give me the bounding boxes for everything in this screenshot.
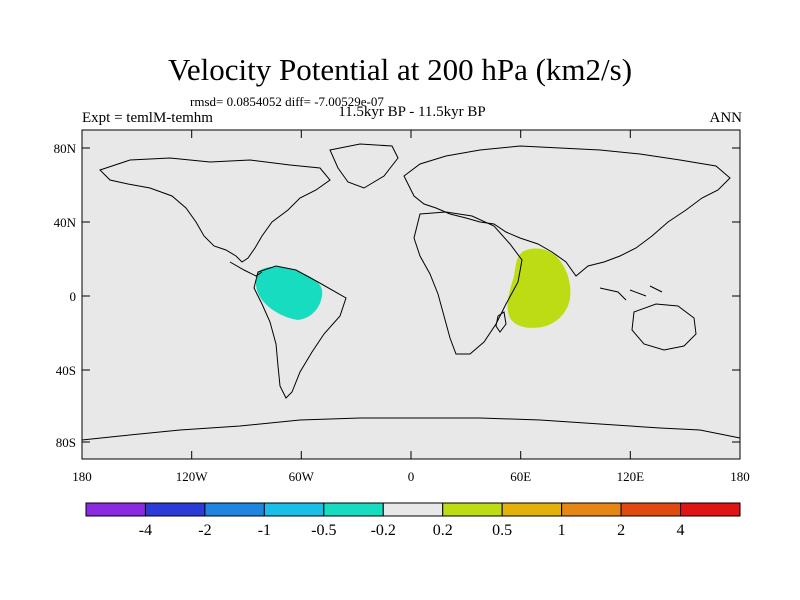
colorbar-label: 0.5 <box>492 522 512 539</box>
colorbar-label: 2 <box>617 522 625 539</box>
colorbar-cell <box>263 502 325 517</box>
longitude-axis: 180 120W 60W 0 60E 120E 180 <box>72 130 750 484</box>
colorbar-label: 1 <box>558 522 566 539</box>
indian-ocean-positive-anomaly <box>507 248 571 328</box>
subtitle: 11.5kyr BP - 11.5kyr BP <box>338 104 486 120</box>
colorbar-cell <box>442 502 503 517</box>
colorbar-label: -0.2 <box>371 522 396 539</box>
colorbar-label: 4 <box>677 522 685 539</box>
map-background <box>82 130 740 459</box>
colorbar-cell <box>680 502 741 517</box>
colorbar-label: -1 <box>258 522 271 539</box>
season-label: ANN <box>709 110 743 126</box>
colorbar-cell <box>204 502 265 517</box>
colorbar-cell <box>561 502 622 517</box>
coastlines <box>81 143 741 441</box>
colorbar-cell <box>382 502 444 517</box>
colorbar-label: -0.5 <box>311 522 336 539</box>
lat-tick-label: 80S <box>56 435 76 450</box>
lat-tick-label: 40N <box>54 215 77 230</box>
lon-tick-label: 60W <box>289 469 315 484</box>
colorbar-cell <box>501 502 563 517</box>
amazon-negative-anomaly <box>255 266 323 320</box>
colorbar: -4 -2 -1 -0.5 -0.2 0.2 0.5 1 2 4 <box>85 502 741 539</box>
lat-tick-label: 80N <box>54 141 77 156</box>
experiment-label: Expt = temlM-temhm <box>82 110 213 126</box>
page-title: Velocity Potential at 200 hPa (km2/s) <box>167 52 633 87</box>
colorbar-cell <box>620 502 682 517</box>
colorbar-label: -4 <box>139 522 152 539</box>
colorbar-label: 0.2 <box>433 522 453 539</box>
colorbar-cell <box>144 502 206 517</box>
lon-tick-label: 120W <box>176 469 209 484</box>
lat-tick-label: 0 <box>70 289 77 304</box>
colorbar-label: -2 <box>198 522 211 539</box>
lon-tick-label: 180 <box>730 469 750 484</box>
lon-tick-label: 180 <box>72 469 92 484</box>
lon-tick-label: 0 <box>408 469 415 484</box>
colorbar-cell <box>85 502 146 517</box>
colorbar-cell <box>323 502 384 517</box>
latitude-axis: 80N 40N 0 40S 80S <box>54 141 740 450</box>
stats-text: rmsd= 0.0854052 diff= -7.00529e-07 <box>190 94 384 109</box>
lat-tick-label: 40S <box>56 363 76 378</box>
lon-tick-label: 60E <box>510 469 531 484</box>
lon-tick-label: 120E <box>617 469 645 484</box>
